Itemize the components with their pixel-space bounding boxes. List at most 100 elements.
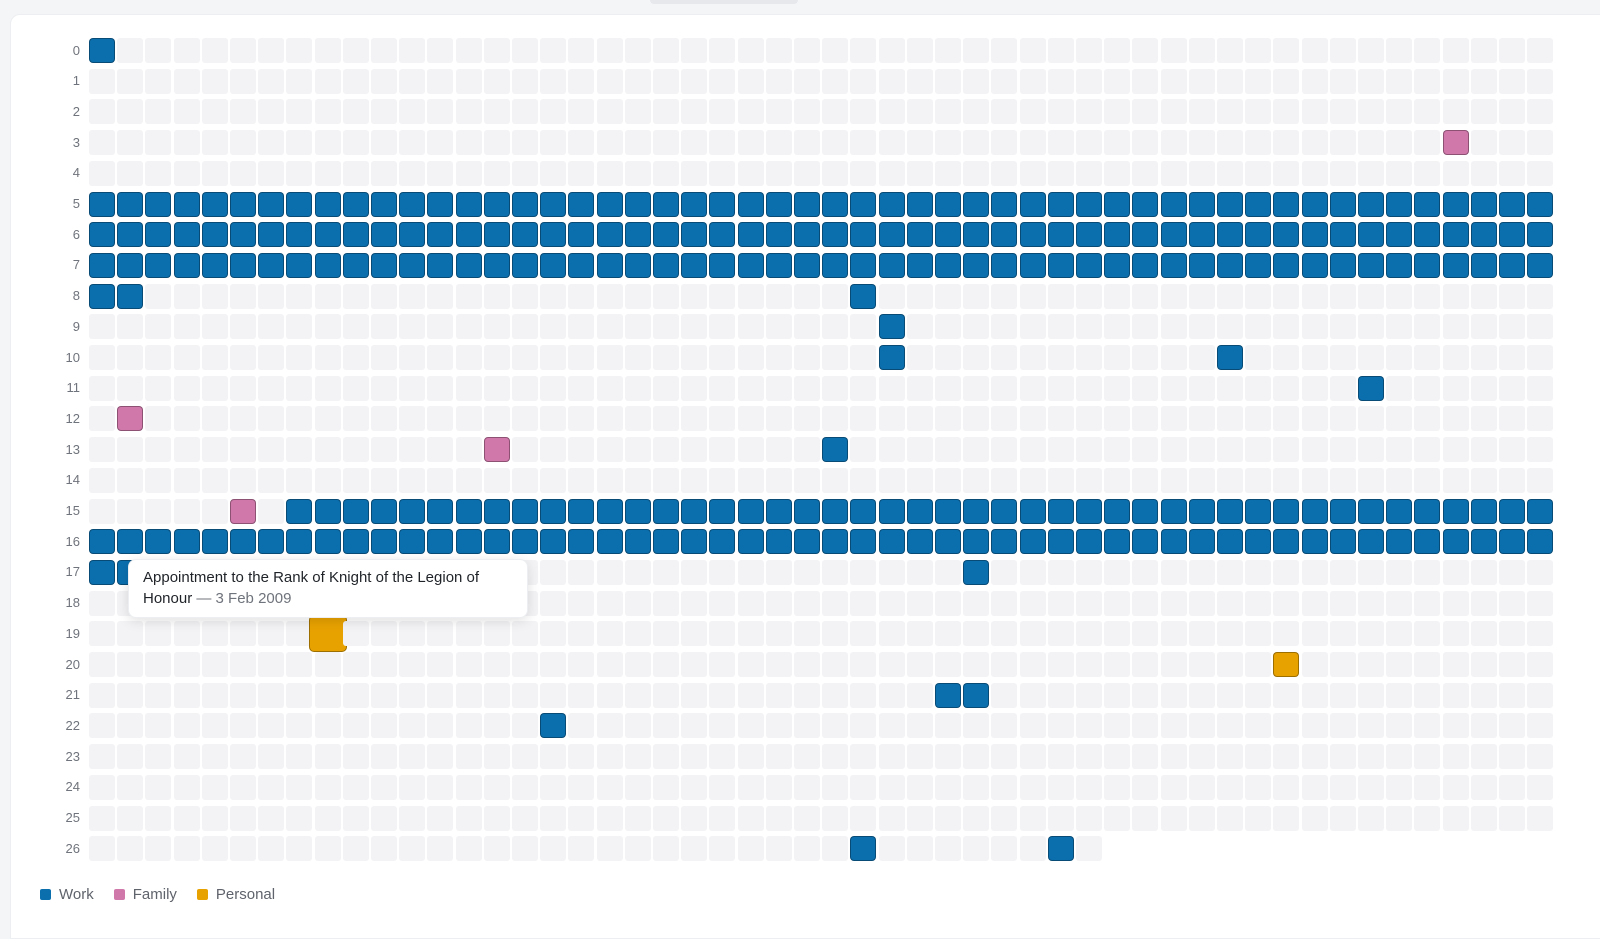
event-cell-work[interactable] bbox=[1019, 498, 1046, 524]
event-cell-work[interactable] bbox=[822, 529, 849, 555]
event-cell-work[interactable] bbox=[906, 222, 933, 248]
event-cell-work[interactable] bbox=[653, 498, 679, 524]
event-cell-work[interactable] bbox=[286, 498, 313, 524]
event-cell-work[interactable] bbox=[991, 498, 1018, 524]
event-cell-work[interactable] bbox=[1414, 191, 1441, 217]
event-cell-work[interactable] bbox=[1217, 222, 1243, 248]
event-cell-work[interactable] bbox=[258, 191, 285, 217]
event-cell-work[interactable] bbox=[1527, 191, 1554, 217]
event-cell-work[interactable] bbox=[483, 252, 510, 278]
event-cell-work[interactable] bbox=[1019, 529, 1046, 555]
event-cell-work[interactable] bbox=[89, 191, 115, 217]
event-cell-work[interactable] bbox=[737, 498, 764, 524]
event-cell-work[interactable] bbox=[399, 191, 426, 217]
event-cell-work[interactable] bbox=[89, 252, 115, 278]
event-cell-work[interactable] bbox=[371, 191, 397, 217]
event-cell-work[interactable] bbox=[201, 222, 228, 248]
event-cell-work[interactable] bbox=[935, 529, 961, 555]
event-cell-work[interactable] bbox=[117, 191, 144, 217]
event-cell-work[interactable] bbox=[286, 252, 313, 278]
event-cell-work[interactable] bbox=[89, 529, 115, 555]
event-cell-work[interactable] bbox=[512, 252, 538, 278]
event-cell-work[interactable] bbox=[1245, 191, 1272, 217]
event-cell-work[interactable] bbox=[878, 191, 905, 217]
event-cell-work[interactable] bbox=[794, 252, 820, 278]
event-cell-work[interactable] bbox=[1358, 529, 1384, 555]
event-cell-work[interactable] bbox=[906, 529, 933, 555]
event-cell-work[interactable] bbox=[1245, 222, 1272, 248]
event-cell-work[interactable] bbox=[709, 191, 736, 217]
event-cell-work[interactable] bbox=[1160, 498, 1187, 524]
event-cell-work[interactable] bbox=[371, 529, 397, 555]
event-cell-work[interactable] bbox=[201, 252, 228, 278]
event-cell-work[interactable] bbox=[991, 252, 1018, 278]
event-cell-work[interactable] bbox=[286, 191, 313, 217]
event-cell-work[interactable] bbox=[399, 222, 426, 248]
event-cell-work[interactable] bbox=[1217, 345, 1243, 370]
event-cell-work[interactable] bbox=[878, 314, 905, 340]
event-cell-work[interactable] bbox=[342, 222, 369, 248]
event-cell-work[interactable] bbox=[822, 191, 849, 217]
event-cell-work[interactable] bbox=[1442, 498, 1469, 524]
event-cell-work[interactable] bbox=[1019, 252, 1046, 278]
event-cell-work[interactable] bbox=[794, 529, 820, 555]
event-cell-work[interactable] bbox=[822, 498, 849, 524]
event-cell-work[interactable] bbox=[822, 252, 849, 278]
event-cell-work[interactable] bbox=[1470, 222, 1497, 248]
event-cell-work[interactable] bbox=[1329, 222, 1356, 248]
event-cell-work[interactable] bbox=[1076, 498, 1102, 524]
event-cell-work[interactable] bbox=[1442, 222, 1469, 248]
event-cell-work[interactable] bbox=[624, 222, 651, 248]
event-cell-work[interactable] bbox=[483, 222, 510, 248]
event-cell-work[interactable] bbox=[1442, 252, 1469, 278]
event-cell-work[interactable] bbox=[286, 529, 313, 555]
event-cell-work[interactable] bbox=[286, 222, 313, 248]
event-cell-work[interactable] bbox=[399, 252, 426, 278]
event-cell-work[interactable] bbox=[1160, 529, 1187, 555]
event-cell-work[interactable] bbox=[89, 283, 115, 309]
event-cell-work[interactable] bbox=[1470, 252, 1497, 278]
event-cell-work[interactable] bbox=[568, 498, 595, 524]
legend-item-work[interactable]: Work bbox=[40, 884, 94, 904]
event-cell-work[interactable] bbox=[483, 191, 510, 217]
event-cell-work[interactable] bbox=[455, 252, 482, 278]
event-cell-work[interactable] bbox=[1104, 498, 1131, 524]
event-cell-work[interactable] bbox=[850, 283, 877, 309]
event-cell-work[interactable] bbox=[681, 252, 708, 278]
event-cell-work[interactable] bbox=[991, 191, 1018, 217]
event-cell-work[interactable] bbox=[230, 529, 256, 555]
event-cell-work[interactable] bbox=[173, 529, 200, 555]
event-cell-work[interactable] bbox=[596, 252, 623, 278]
event-cell-work[interactable] bbox=[1499, 191, 1525, 217]
event-cell-work[interactable] bbox=[173, 191, 200, 217]
event-cell-work[interactable] bbox=[1527, 498, 1554, 524]
event-cell-work[interactable] bbox=[1386, 191, 1413, 217]
event-cell-work[interactable] bbox=[314, 529, 341, 555]
event-cell-work[interactable] bbox=[906, 191, 933, 217]
event-cell-work[interactable] bbox=[653, 529, 679, 555]
event-cell-work[interactable] bbox=[540, 222, 567, 248]
event-cell-work[interactable] bbox=[342, 498, 369, 524]
event-cell-work[interactable] bbox=[1329, 529, 1356, 555]
event-cell-work[interactable] bbox=[117, 529, 144, 555]
event-cell-work[interactable] bbox=[455, 222, 482, 248]
event-cell-work[interactable] bbox=[201, 191, 228, 217]
event-cell-work[interactable] bbox=[624, 498, 651, 524]
event-cell-work[interactable] bbox=[1499, 252, 1525, 278]
event-cell-work[interactable] bbox=[1273, 529, 1300, 555]
event-cell-work[interactable] bbox=[1076, 252, 1102, 278]
event-cell-work[interactable] bbox=[1132, 498, 1159, 524]
event-cell-work[interactable] bbox=[935, 252, 961, 278]
event-cell-work[interactable] bbox=[314, 222, 341, 248]
event-cell-work[interactable] bbox=[145, 252, 172, 278]
event-cell-work[interactable] bbox=[963, 191, 990, 217]
event-cell-work[interactable] bbox=[709, 529, 736, 555]
event-cell-work[interactable] bbox=[1470, 529, 1497, 555]
event-cell-work[interactable] bbox=[568, 191, 595, 217]
event-cell-work[interactable] bbox=[258, 252, 285, 278]
event-cell-work[interactable] bbox=[935, 498, 961, 524]
event-cell-work[interactable] bbox=[427, 498, 454, 524]
event-cell-work[interactable] bbox=[963, 682, 990, 708]
event-cell-family[interactable] bbox=[230, 498, 256, 524]
event-cell-work[interactable] bbox=[850, 252, 877, 278]
